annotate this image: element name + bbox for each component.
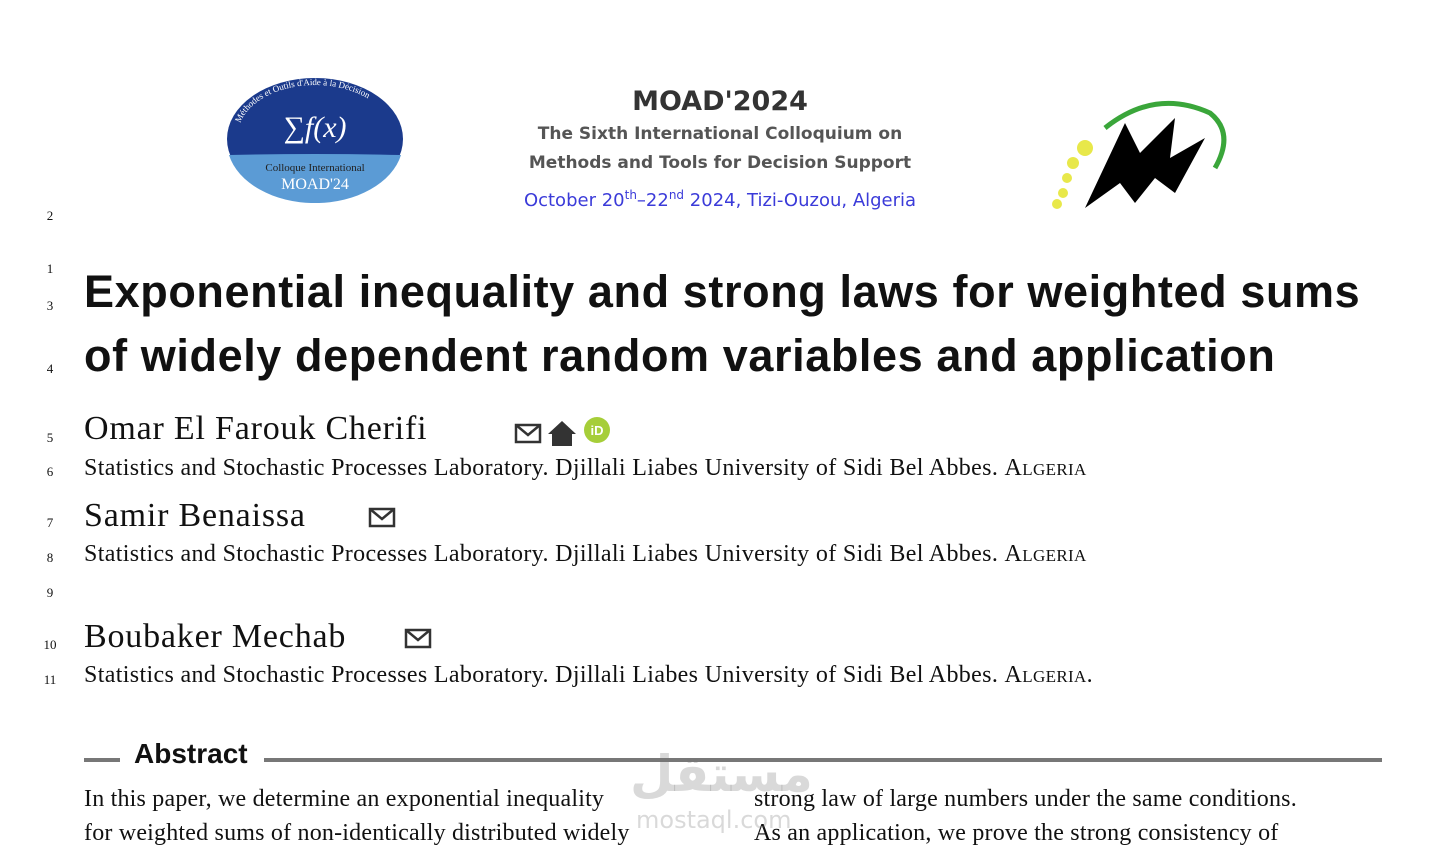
affiliation-text: Statistics and Stochastic Processes Labo… <box>84 662 999 688</box>
author-name: Boubaker Mechab <box>84 618 347 655</box>
abstract-line: In this paper, we determine an exponenti… <box>84 786 605 812</box>
date-part: –22 <box>636 190 669 211</box>
watermark: مستقل <box>630 745 813 803</box>
line-number: 11 <box>43 672 57 687</box>
affiliation: Statistics and Stochastic Processes Labo… <box>84 541 1087 568</box>
line-number: 9 <box>46 585 54 600</box>
line-number: 3 <box>46 298 54 313</box>
abstract-line: strong law of large numbers under the sa… <box>754 786 1297 812</box>
conference: MOAD'2024 <box>632 86 808 117</box>
author-name: Samir Benaissa <box>84 497 306 534</box>
line-number: 6 <box>46 464 54 479</box>
rule <box>264 758 1382 762</box>
logo-left: ∑f(x) Colloque International MOAD'24 Mét… <box>227 77 403 203</box>
logo-line: Colloque International <box>265 162 364 174</box>
author-icons: iD <box>514 417 610 446</box>
abstract-line: As an application, we prove the strong c… <box>754 820 1279 846</box>
rule <box>84 758 120 762</box>
country: Algeria <box>1004 541 1087 567</box>
line-number: 10 <box>43 637 57 652</box>
subtitle: Methods and Tools for Decision Support <box>528 153 912 173</box>
email-icon <box>368 507 396 528</box>
email-icon <box>404 628 432 649</box>
date-part: th <box>624 188 637 202</box>
affiliation-text: Statistics and Stochastic Processes Labo… <box>84 541 999 567</box>
abstract-heading: Abstract <box>134 738 248 769</box>
author-name: Omar El Farouk Cherifi <box>84 410 428 447</box>
date-part: October 20 <box>523 190 625 211</box>
subtitle: The Sixth International Colloquium on <box>537 124 903 144</box>
line-number: 8 <box>46 550 54 565</box>
date-part: nd <box>668 188 685 202</box>
line-number: 5 <box>46 430 54 445</box>
affiliation: Statistics and Stochastic Processes Labo… <box>84 455 1087 482</box>
country: Algeria. <box>1004 662 1094 688</box>
logo-line: MOAD'24 <box>281 176 349 193</box>
line-number: 2 <box>46 208 54 223</box>
line-number: 4 <box>46 361 54 376</box>
abstract-line: for weighted sums of non-identically dis… <box>84 820 630 846</box>
date: October 20th–22nd 2024, Tizi-Ouzou, Alge… <box>460 188 980 211</box>
title: Exponential inequality and strong laws f… <box>84 266 1361 317</box>
country: Algeria <box>1004 455 1087 481</box>
watermark: mostaql.com <box>636 806 792 834</box>
date-part: 2024, Tizi-Ouzou, Algeria <box>684 190 917 211</box>
title: of widely dependent random variables and… <box>84 330 1276 381</box>
affiliation-text: Statistics and Stochastic Processes Labo… <box>84 455 999 481</box>
svg-text:iD: iD <box>591 423 604 438</box>
affiliation: Statistics and Stochastic Processes Labo… <box>84 662 1093 689</box>
line-number: 7 <box>46 515 54 530</box>
logo-symbol: ∑f(x) <box>283 111 346 144</box>
line-number: 1 <box>46 261 54 276</box>
logo-right <box>1052 100 1227 209</box>
